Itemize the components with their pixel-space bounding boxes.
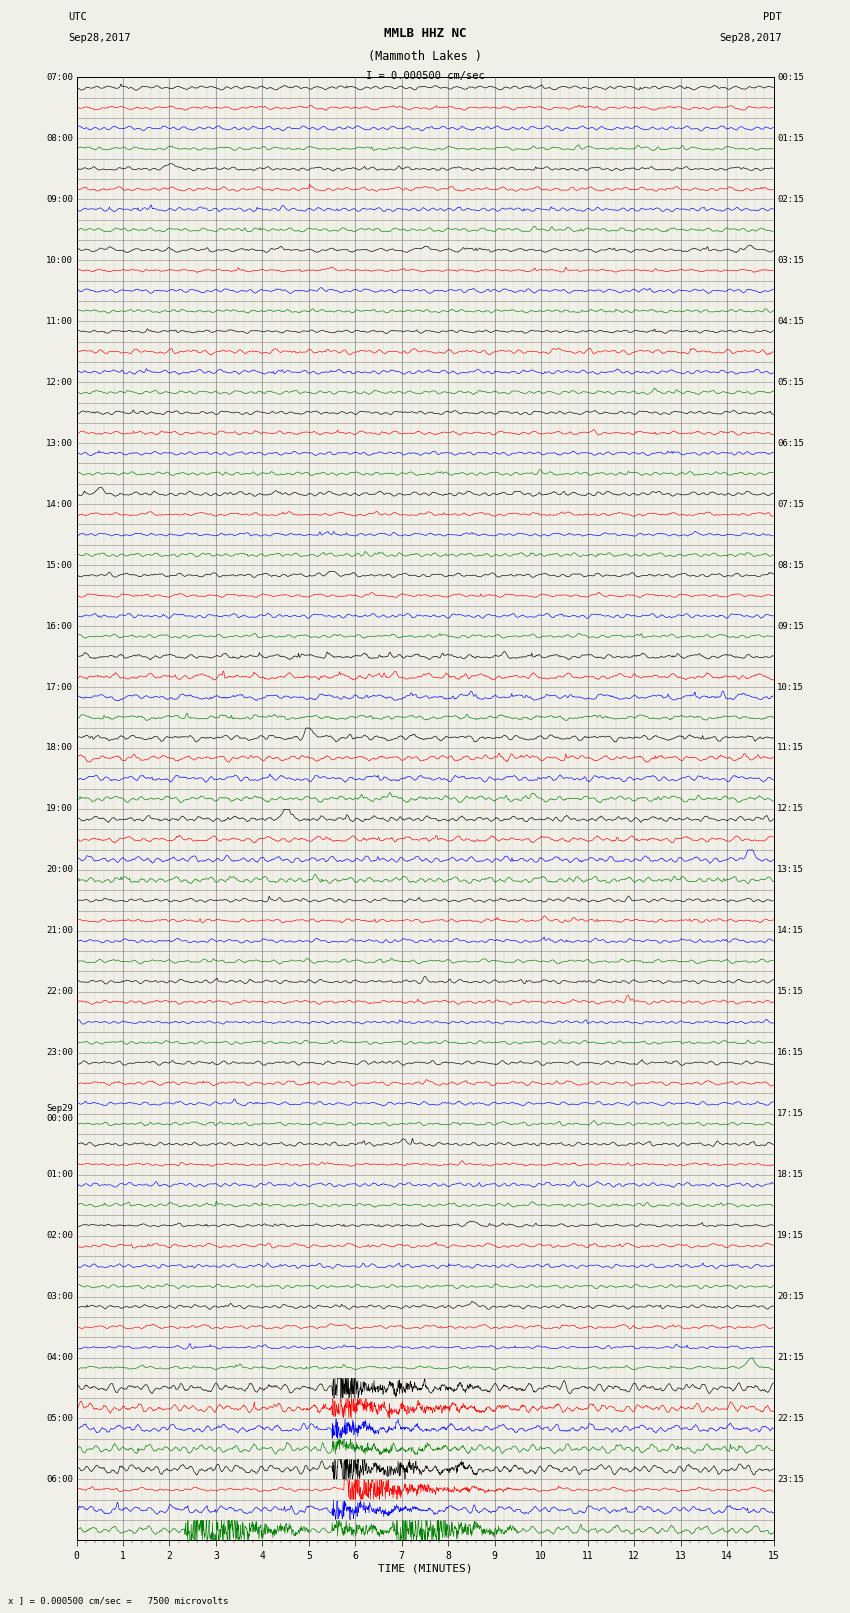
Text: 01:15: 01:15 [777,134,804,144]
Text: 13:15: 13:15 [777,866,804,874]
Text: 14:15: 14:15 [777,926,804,936]
Text: 19:00: 19:00 [46,805,73,813]
Text: 11:00: 11:00 [46,316,73,326]
X-axis label: TIME (MINUTES): TIME (MINUTES) [377,1563,473,1574]
Text: 21:15: 21:15 [777,1353,804,1361]
Text: 09:00: 09:00 [46,195,73,203]
Text: 12:00: 12:00 [46,377,73,387]
Text: 17:00: 17:00 [46,682,73,692]
Text: 09:15: 09:15 [777,621,804,631]
Text: 11:15: 11:15 [777,744,804,752]
Text: 13:00: 13:00 [46,439,73,448]
Text: 12:15: 12:15 [777,805,804,813]
Text: 02:15: 02:15 [777,195,804,203]
Text: Sep28,2017: Sep28,2017 [68,32,131,42]
Text: PDT: PDT [763,11,782,21]
Text: 22:00: 22:00 [46,987,73,997]
Text: 04:15: 04:15 [777,316,804,326]
Text: 04:00: 04:00 [46,1353,73,1361]
Text: 15:15: 15:15 [777,987,804,997]
Text: 15:00: 15:00 [46,561,73,569]
Text: 06:15: 06:15 [777,439,804,448]
Text: 23:00: 23:00 [46,1048,73,1057]
Text: Sep29
00:00: Sep29 00:00 [46,1103,73,1123]
Text: 20:00: 20:00 [46,866,73,874]
Text: 14:00: 14:00 [46,500,73,508]
Text: 20:15: 20:15 [777,1292,804,1302]
Text: 21:00: 21:00 [46,926,73,936]
Text: 16:15: 16:15 [777,1048,804,1057]
Text: 07:15: 07:15 [777,500,804,508]
Text: 18:15: 18:15 [777,1169,804,1179]
Text: 10:00: 10:00 [46,256,73,265]
Text: 08:00: 08:00 [46,134,73,144]
Text: (Mammoth Lakes ): (Mammoth Lakes ) [368,50,482,63]
Text: UTC: UTC [68,11,87,21]
Text: 01:00: 01:00 [46,1169,73,1179]
Text: MMLB HHZ NC: MMLB HHZ NC [383,27,467,40]
Text: 22:15: 22:15 [777,1415,804,1423]
Text: 03:15: 03:15 [777,256,804,265]
Text: 16:00: 16:00 [46,621,73,631]
Text: 07:00: 07:00 [46,73,73,82]
Text: 23:15: 23:15 [777,1474,804,1484]
Text: x ] = 0.000500 cm/sec =   7500 microvolts: x ] = 0.000500 cm/sec = 7500 microvolts [8,1595,229,1605]
Text: 00:15: 00:15 [777,73,804,82]
Text: Sep28,2017: Sep28,2017 [719,32,782,42]
Text: 19:15: 19:15 [777,1231,804,1240]
Text: 18:00: 18:00 [46,744,73,752]
Text: 10:15: 10:15 [777,682,804,692]
Text: 03:00: 03:00 [46,1292,73,1302]
Text: I = 0.000500 cm/sec: I = 0.000500 cm/sec [366,71,484,81]
Text: 06:00: 06:00 [46,1474,73,1484]
Text: 08:15: 08:15 [777,561,804,569]
Text: 17:15: 17:15 [777,1110,804,1118]
Text: 05:15: 05:15 [777,377,804,387]
Text: 05:00: 05:00 [46,1415,73,1423]
Text: 02:00: 02:00 [46,1231,73,1240]
